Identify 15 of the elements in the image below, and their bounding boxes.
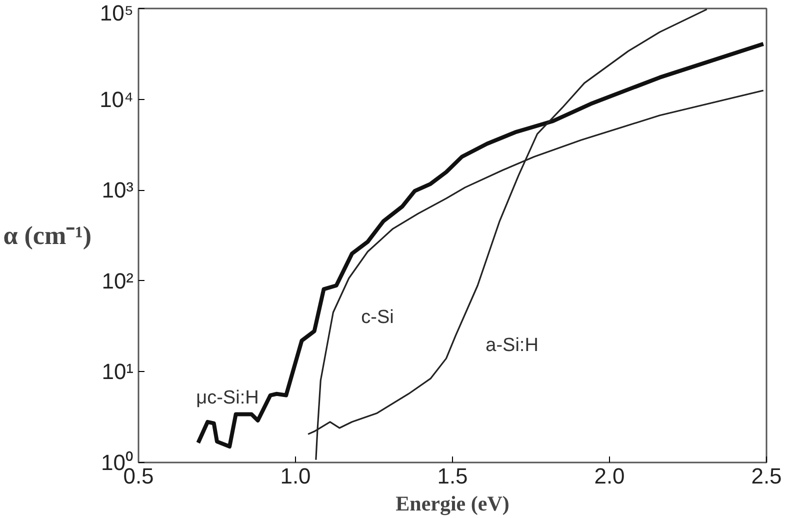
y-tick-label: 10³ bbox=[102, 178, 134, 203]
line-series bbox=[196, 42, 766, 449]
x-tick-label: 1.0 bbox=[280, 464, 311, 488]
series-label: a-Si:H bbox=[486, 335, 538, 356]
x-tick-label: 1.5 bbox=[437, 464, 468, 488]
x-axis-title: Energie (eV) bbox=[396, 492, 510, 516]
y-tick-label: 10⁴ bbox=[100, 86, 134, 112]
y-axis-title: α (cm⁻¹) bbox=[3, 221, 92, 250]
y-tick-label: 10⁵ bbox=[100, 0, 134, 26]
x-tick-label: 2.5 bbox=[751, 464, 782, 488]
series-label: c-Si bbox=[361, 306, 394, 328]
series-label: μc-Si:H bbox=[196, 387, 259, 408]
x-tick-label: 2.0 bbox=[594, 464, 625, 488]
y-tick-label: 10¹ bbox=[102, 359, 134, 384]
y-tick-label: 10² bbox=[102, 268, 134, 294]
